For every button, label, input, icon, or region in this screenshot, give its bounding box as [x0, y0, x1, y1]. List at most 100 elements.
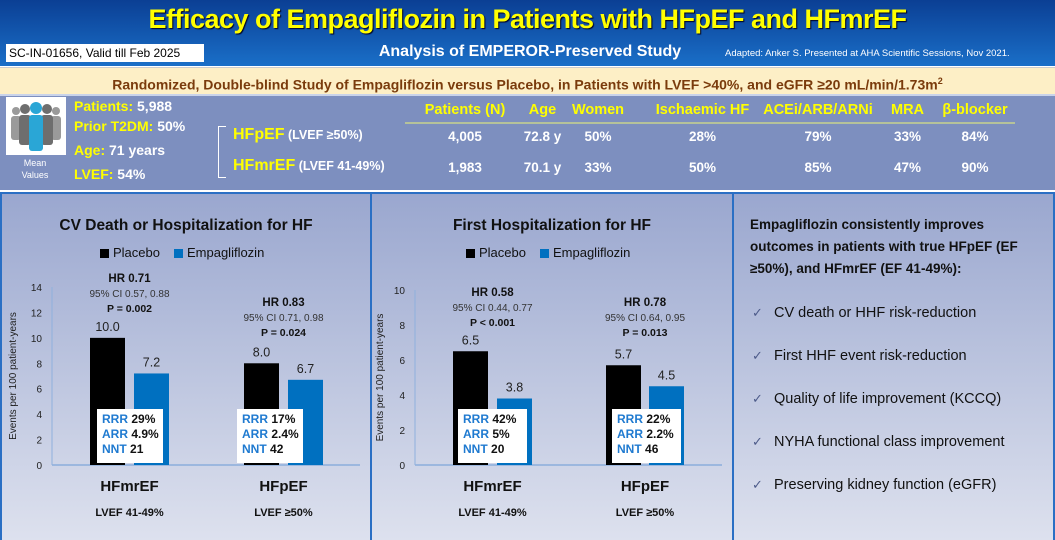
overall-stat-key: Patients: [74, 98, 134, 114]
category-name: HFmrEF [463, 478, 522, 495]
stat-value: 42 [270, 442, 284, 456]
document-code: SC-IN-01656, Valid till Feb 2025 [6, 44, 204, 62]
table-cell: 70.1 y [523, 160, 562, 175]
table-row-label: HFmrEF (LVEF 41-49%) [233, 157, 385, 175]
category-label: HFmrEF LVEF 41-49% [433, 478, 553, 519]
summary-item-text: NYHA functional class improvement [774, 434, 1005, 450]
table-cell: 4,005 [448, 129, 482, 144]
p-value: P < 0.001 [469, 317, 516, 329]
stat-value: 5% [492, 427, 510, 441]
hazard-ratio: HR 0.83 [262, 297, 305, 309]
legend-label: Placebo [479, 245, 526, 260]
stat-label: NNT [242, 442, 267, 456]
summary-item-text: Preserving kidney function (eGFR) [774, 477, 997, 493]
table-cell: 85% [804, 160, 832, 175]
category-sub: LVEF ≥50% [254, 507, 313, 519]
stat-label: ARR [463, 427, 489, 441]
table-cell: 28% [688, 129, 717, 144]
chart-legend: Placebo Empagliflozin [466, 245, 644, 260]
summary-heading: Empagliflozin consistently improves outc… [750, 217, 1018, 276]
legend-item-placebo: Placebo [466, 245, 526, 260]
overall-stat-value: 50% [153, 118, 186, 134]
legend-label: Empagliflozin [552, 245, 631, 260]
study-design-text: Randomized, Double-blind Study of Empagl… [112, 76, 938, 93]
chart-title: CV Death or Hospitalization for HF [59, 217, 313, 234]
chart-title: First Hospitalization for HF [452, 217, 652, 234]
stat-label: ARR [242, 427, 268, 441]
subtitle: Analysis of EMPEROR-Preserved Study [378, 43, 682, 60]
check-icon: ✓ [752, 477, 763, 492]
stat-rrr: RRR 42% [463, 412, 527, 427]
study-design-band: Randomized, Double-blind Study of Empagl… [0, 67, 1055, 94]
summary-item: ✓ Preserving kidney function (eGFR) [752, 477, 996, 493]
stat-value: 2.2% [646, 427, 674, 441]
stat-nnt: NNT 42 [242, 442, 303, 457]
stat-value: 29% [131, 412, 156, 426]
stat-arr: ARR 2.4% [242, 427, 303, 442]
chart-legend: Placebo Empagliflozin [100, 245, 278, 260]
chart-panel-cv-death [0, 192, 372, 540]
source-note: Adapted: Anker S. Presented at AHA Scien… [725, 48, 1010, 59]
legend-label: Empagliflozin [186, 245, 265, 260]
stat-rrr: RRR 29% [102, 412, 163, 427]
stat-arr: ARR 4.9% [102, 427, 163, 442]
stat-value: 4.9% [131, 427, 159, 441]
chart-panel-first-hosp [370, 192, 734, 540]
stat-label: NNT [102, 442, 127, 456]
stat-value: 2.4% [271, 427, 299, 441]
hazard-ratio: HR 0.78 [623, 297, 667, 309]
table-header: Women [571, 102, 625, 118]
hazard-ratio: HR 0.58 [471, 287, 514, 299]
table-cell: 33% [893, 129, 922, 144]
check-icon: ✓ [752, 434, 763, 449]
category-sub: LVEF ≥50% [615, 507, 675, 519]
risk-reduction-box: RRR 17% ARR 2.4% NNT 42 [237, 409, 303, 463]
summary-panel [732, 192, 1055, 540]
stat-nnt: NNT 46 [617, 442, 681, 457]
stat-value: 17% [271, 412, 296, 426]
risk-reduction-box: RRR 22% ARR 2.2% NNT 46 [612, 409, 681, 463]
stat-label: RRR [463, 412, 489, 426]
legend-item-placebo: Placebo [100, 245, 160, 260]
stat-label: NNT [617, 442, 642, 456]
hr-annotation: HR 0.78 95% CI 0.64, 0.95 P = 0.013 [575, 296, 715, 341]
row-name: HFpEF [233, 126, 285, 143]
page-title: Efficacy of Empagliflozin in Patients wi… [148, 4, 907, 34]
legend-swatch [539, 249, 549, 259]
stat-label: ARR [617, 427, 643, 441]
table-header: Age [528, 102, 557, 118]
baseline-stats-panel [0, 94, 1055, 190]
stat-value: 46 [645, 442, 659, 456]
mean-values-label: Mean Values [21, 158, 49, 180]
table-header: MRA [890, 102, 925, 118]
legend-item-empagliflozin: Empagliflozin [539, 245, 631, 260]
summary-item: ✓ Quality of life improvement (KCCQ) [752, 391, 1001, 407]
stat-value: 22% [646, 412, 671, 426]
overall-stat-value: 71 years [105, 142, 166, 158]
overall-stat-key: Age: [74, 142, 106, 158]
hr-annotation: HR 0.58 95% CI 0.44, 0.77 P < 0.001 [423, 286, 563, 331]
overall-stat-value: 54% [113, 166, 146, 182]
p-value: P = 0.002 [106, 303, 153, 315]
category-name: HFpEF [620, 478, 670, 495]
table-cell: 33% [584, 160, 612, 175]
overall-stat: Age: 71 years [74, 142, 165, 158]
legend-swatch [173, 249, 183, 259]
hazard-ratio: HR 0.71 [108, 273, 151, 285]
table-cell: 90% [961, 160, 989, 175]
category-name: HFpEF [259, 478, 308, 495]
overall-stat-value: 5,988 [133, 98, 173, 114]
legend-swatch [466, 249, 475, 259]
overall-stat: Prior T2DM: 50% [74, 118, 185, 134]
confidence-interval: 95% CI 0.71, 0.98 [243, 313, 324, 324]
confidence-interval: 95% CI 0.64, 0.95 [604, 313, 686, 324]
bracket [218, 126, 226, 178]
stat-nnt: NNT 20 [463, 442, 527, 457]
check-icon: ✓ [752, 305, 763, 320]
table-header: Patients (N) [424, 102, 506, 118]
table-cell: 1,983 [448, 160, 482, 175]
p-value: P = 0.024 [260, 327, 307, 339]
stat-nnt: NNT 21 [102, 442, 163, 457]
legend-label: Placebo [113, 245, 160, 260]
hr-annotation: HR 0.83 95% CI 0.71, 0.98 P = 0.024 [214, 296, 354, 341]
